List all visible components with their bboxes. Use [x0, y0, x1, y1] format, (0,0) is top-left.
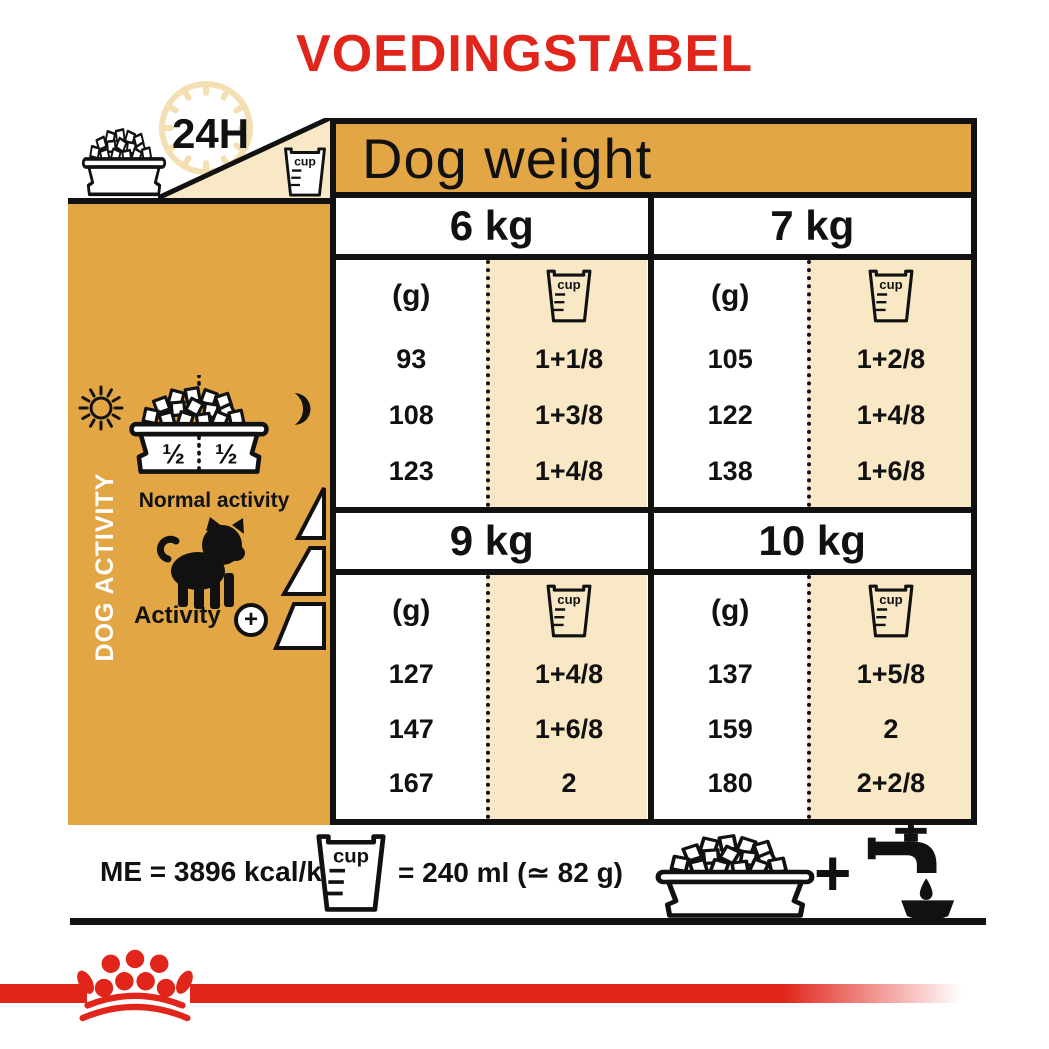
grams-header: (g) [392, 594, 431, 627]
gram-value: 167 [388, 768, 434, 799]
gram-value: 105 [707, 344, 753, 375]
dog-activity-label: DOG ACTIVITY [91, 472, 119, 662]
weight-7kg: 7 kg [770, 202, 855, 249]
cup-value: 1+2/8 [856, 344, 926, 375]
data-row: (g) 127 147 167 cup [336, 575, 971, 819]
cup-value: 1+6/8 [534, 713, 604, 744]
gram-value: 180 [707, 768, 753, 799]
dog-weight-header: Dog weight [336, 124, 971, 198]
gram-value: 127 [388, 658, 434, 689]
grams-header: (g) [711, 594, 750, 627]
cup-value: 2 [561, 768, 577, 799]
weight-6kg: 6 kg [336, 198, 654, 254]
weight-9kg: 9 kg [336, 513, 654, 569]
dog-activity-column: ½ ½ DOG ACTIVITY Normal activity Activit… [68, 198, 330, 825]
half-portions-bowl-icon: ½ ½ [129, 375, 269, 474]
cup-value: 2+2/8 [856, 768, 926, 799]
brand-stripe-right [190, 984, 970, 1003]
cup-equivalence-label: = 240 ml (≃ 82 g) [398, 857, 623, 888]
gram-value: 159 [707, 713, 753, 744]
gram-value: 138 [707, 455, 753, 486]
cup-value: 1+1/8 [534, 344, 604, 375]
table-section-6-7kg: 6 kg 7 kg (g) 93 108 123 [336, 198, 971, 513]
grams-header: (g) [392, 279, 431, 312]
gram-value: 108 [388, 400, 434, 430]
measuring-cup-icon: cup [868, 269, 914, 323]
faucet-water-icon [867, 821, 955, 922]
cup-label: cup [879, 277, 902, 292]
kibble-bowl-icon [655, 834, 815, 918]
clock-24h-icon [159, 81, 253, 175]
measuring-cup-icon: cup [546, 584, 592, 638]
gram-value: 122 [707, 400, 753, 430]
cup-label: cup [294, 155, 316, 169]
cup-value: 2 [883, 713, 899, 744]
footer-divider [70, 918, 986, 925]
data-row: (g) 93 108 123 cup [336, 260, 971, 507]
weight-header-row: 9 kg 10 kg [336, 513, 971, 575]
measuring-cup-icon: cup [284, 147, 326, 197]
measuring-cup-icon: cup [868, 584, 914, 638]
half-portion-left: ½ [162, 438, 185, 469]
kibble-bowl-icon [81, 128, 167, 197]
cup-value: 1+4/8 [534, 658, 604, 689]
brand-stripe-left [0, 984, 87, 1003]
cup-value: 1+3/8 [534, 400, 604, 430]
weight-header-row: 6 kg 7 kg [336, 198, 971, 260]
metabolizable-energy-label: ME = 3896 kcal/kg [100, 856, 339, 887]
feeding-table: Dog weight 6 kg 7 kg (g) 93 108 123 [330, 118, 977, 825]
gram-value: 137 [707, 658, 753, 689]
activity-plus-label: Activity [134, 602, 221, 629]
sun-icon [78, 385, 124, 431]
gram-value: 123 [388, 455, 434, 486]
pug-silhouette-icon [156, 517, 245, 609]
grams-header: (g) [711, 279, 750, 312]
gram-value: 93 [396, 344, 427, 375]
cup-label: cup [879, 592, 902, 607]
cup-label: cup [333, 846, 369, 867]
table-section-9-10kg: 9 kg 10 kg (g) 127 147 167 [336, 513, 971, 819]
plus-icon: + [814, 837, 852, 909]
cup-value: 1+6/8 [856, 455, 926, 486]
daily-ration-label: 24H [172, 110, 250, 157]
measuring-cup-icon: cup [316, 834, 386, 912]
cup-value: 1+5/8 [856, 658, 926, 689]
half-portion-right: ½ [215, 438, 238, 469]
measuring-cup-icon: cup [546, 269, 592, 323]
normal-activity-label: Normal activity [138, 489, 290, 512]
page-title: VOEDINGSTABEL [296, 25, 753, 83]
weight-10kg: 10 kg [758, 517, 866, 564]
header-diagonal-panel [158, 118, 330, 198]
royal-canin-crown-logo [77, 949, 193, 1022]
cup-label: cup [557, 592, 580, 607]
moon-icon [294, 393, 311, 425]
cup-label: cup [557, 277, 580, 292]
activity-level-icons [273, 487, 326, 650]
plus-circle-icon: + [234, 603, 268, 637]
cup-value: 1+4/8 [856, 400, 926, 430]
cup-value: 1+4/8 [534, 455, 604, 486]
gram-value: 147 [388, 713, 434, 744]
